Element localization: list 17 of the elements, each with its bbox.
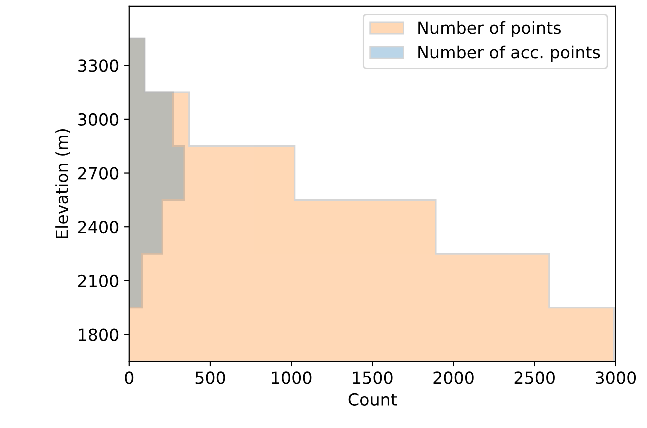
y-axis-title: Elevation (m) bbox=[56, 129, 70, 238]
x-tick-label: 1500 bbox=[353, 372, 393, 384]
legend-label: Number of points bbox=[418, 21, 561, 38]
y-tick-label: 2100 bbox=[78, 274, 119, 288]
x-tick-label: 500 bbox=[196, 372, 226, 384]
x-tick-label: 1000 bbox=[272, 372, 312, 384]
x-tick-label: 3000 bbox=[596, 372, 636, 384]
x-tick-label: 2000 bbox=[434, 372, 474, 384]
x-tick-label: 0 bbox=[125, 372, 134, 384]
y-tick-label: 1800 bbox=[79, 328, 119, 342]
y-tick-label: 3300 bbox=[78, 60, 119, 72]
x-axis-title: Count bbox=[348, 393, 398, 406]
x-tick-label: 2500 bbox=[514, 372, 555, 384]
y-tick-label: 2400 bbox=[78, 221, 119, 234]
legend-label: Number of acc. points bbox=[418, 46, 600, 62]
y-tick-label: 3000 bbox=[78, 113, 119, 126]
y-tick-label: 2700 bbox=[78, 167, 119, 180]
